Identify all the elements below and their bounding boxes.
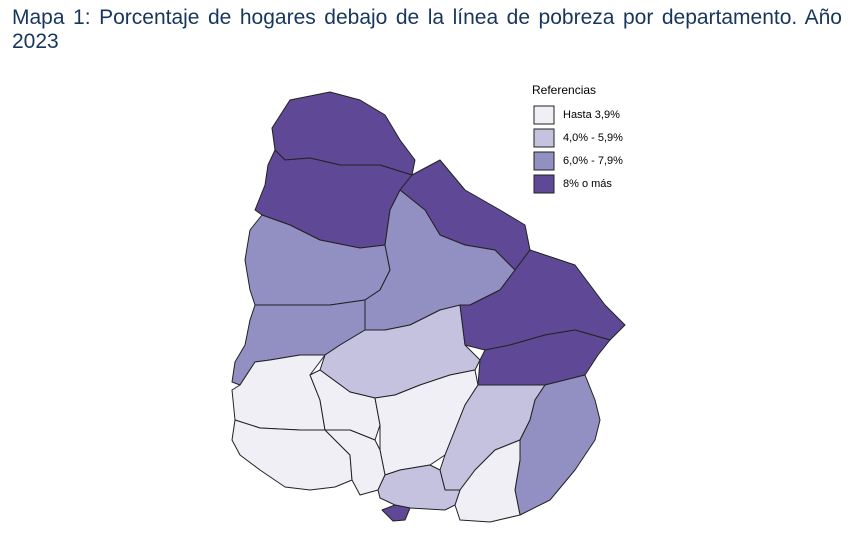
department bbox=[231, 419, 353, 491]
departments bbox=[231, 91, 626, 523]
map-title: Mapa 1: Porcentaje de hogares debajo de … bbox=[12, 6, 842, 53]
legend-label: 8% o más bbox=[563, 178, 612, 190]
legend-label: 4,0% - 5,9% bbox=[563, 132, 623, 144]
department bbox=[454, 439, 521, 523]
legend: Hasta 3,9% 4,0% - 5,9% 6,0% - 7,9% 8% o más bbox=[533, 105, 623, 194]
department bbox=[381, 504, 411, 522]
legend-label: 6,0% - 7,9% bbox=[563, 155, 623, 167]
legend-swatch bbox=[533, 151, 555, 171]
legend-label: Hasta 3,9% bbox=[563, 109, 620, 121]
legend-title: Referencias bbox=[532, 83, 596, 97]
department bbox=[477, 329, 611, 386]
legend-swatch bbox=[533, 105, 555, 125]
legend-swatch bbox=[533, 174, 555, 194]
department bbox=[377, 464, 461, 511]
department bbox=[514, 374, 601, 516]
legend-swatch bbox=[533, 128, 555, 148]
